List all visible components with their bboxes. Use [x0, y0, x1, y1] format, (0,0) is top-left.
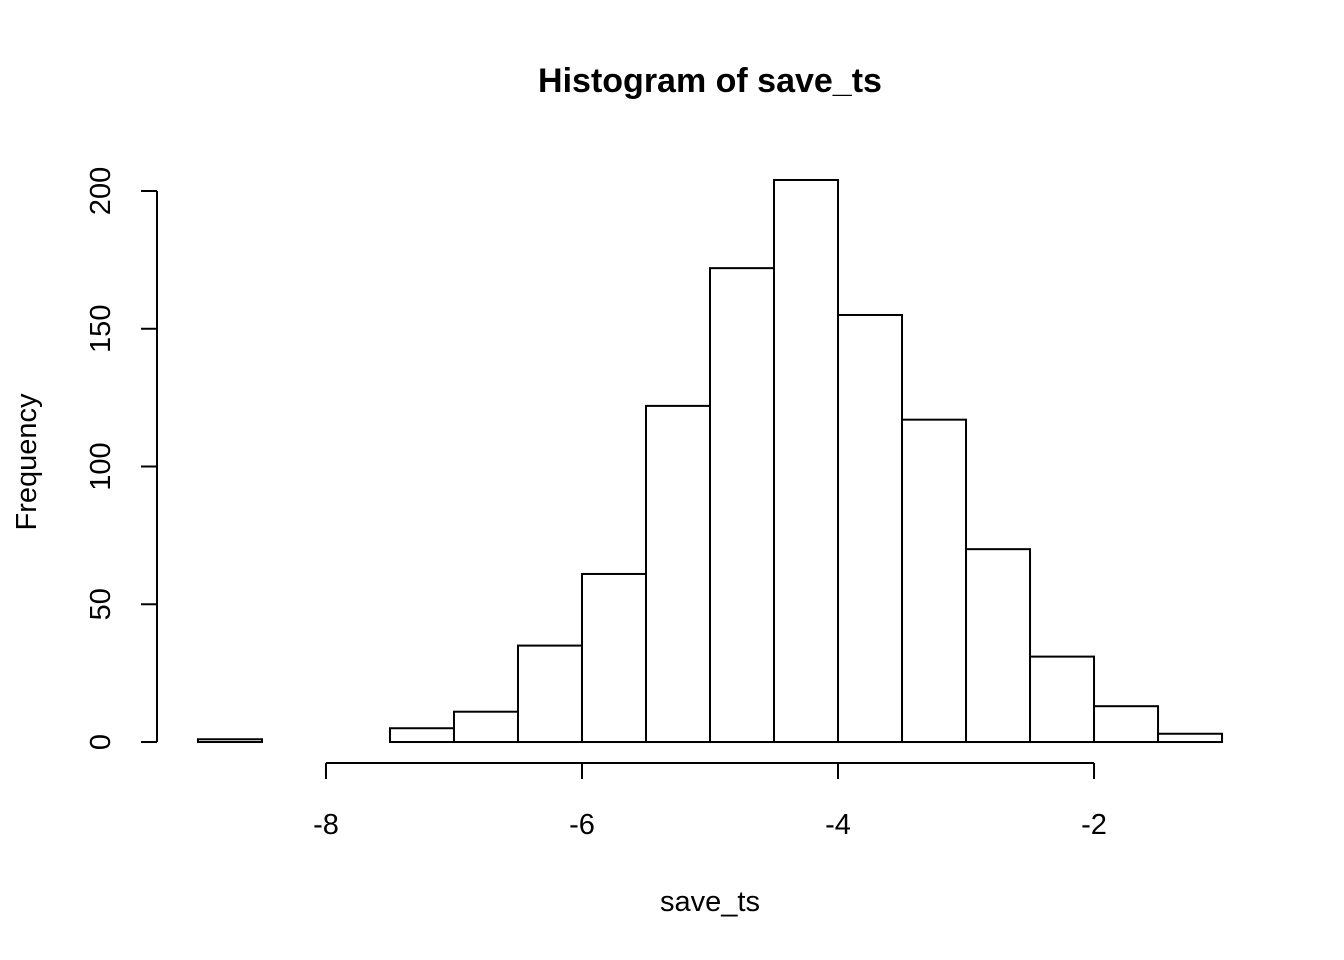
x-tick-label: -4	[825, 809, 851, 841]
bar	[1093, 705, 1160, 744]
y-tick-label: 200	[85, 167, 117, 215]
bar	[1029, 655, 1096, 744]
bar	[644, 404, 711, 744]
y-tick-label: 150	[85, 305, 117, 353]
y-tick-label: 100	[85, 442, 117, 490]
bar	[965, 548, 1032, 744]
bar	[516, 644, 583, 744]
bar	[580, 572, 647, 744]
x-tick-label: -8	[313, 809, 339, 841]
x-axis-label: save_ts	[660, 886, 760, 918]
bar	[773, 178, 840, 744]
x-tick-label: -6	[569, 809, 595, 841]
bar	[1157, 732, 1224, 744]
bar	[837, 313, 904, 744]
x-tick-label: -2	[1081, 809, 1107, 841]
y-tick-label: 50	[85, 588, 117, 620]
y-axis-label: Frequency	[11, 393, 43, 531]
bar	[709, 267, 776, 744]
y-tick-label: 0	[85, 734, 117, 750]
bar	[452, 710, 519, 744]
bar	[196, 738, 263, 744]
chart-title: Histogram of save_ts	[538, 62, 882, 100]
bar	[901, 418, 968, 744]
bar	[388, 727, 455, 744]
